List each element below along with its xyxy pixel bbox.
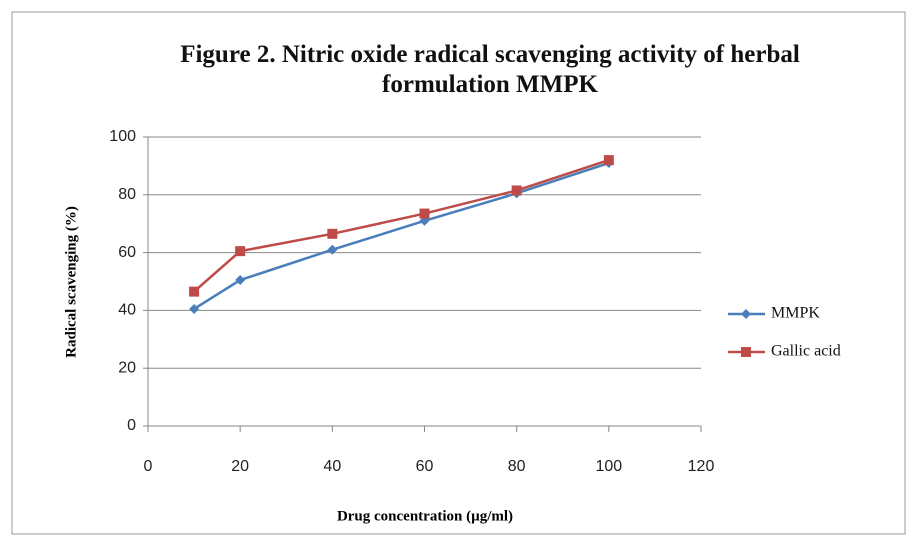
x-axis-label: Drug concentration (µg/ml)	[337, 508, 513, 524]
y-tick-label: 60	[118, 244, 136, 261]
x-tick-label: 20	[231, 458, 249, 475]
legend-label: Gallic acid	[771, 343, 841, 360]
series-line	[193, 158, 610, 293]
marker	[511, 185, 522, 196]
marker	[419, 208, 430, 219]
marker	[235, 275, 246, 286]
y-tick-label: 40	[118, 302, 136, 319]
y-tick-label: 80	[118, 186, 136, 203]
x-tick-label: 60	[416, 458, 434, 475]
chart-title: Figure 2. Nitric oxide radical scavengin…	[180, 41, 800, 98]
legend-label: MMPK	[771, 305, 820, 322]
marker	[327, 228, 338, 239]
y-tick-label: 20	[118, 359, 136, 376]
marker	[189, 303, 200, 314]
x-tick-label: 100	[595, 458, 622, 475]
y-axis-label: Radical scavenging (%)	[63, 206, 79, 358]
x-tick-label: 0	[144, 458, 153, 475]
x-tick-label: 40	[323, 458, 341, 475]
series-line	[193, 161, 610, 311]
x-tick-label: 120	[688, 458, 715, 475]
marker	[189, 286, 200, 297]
y-tick-label: 100	[109, 128, 136, 145]
legend-marker	[741, 347, 751, 357]
chart-border	[11, 11, 906, 535]
y-tick-label: 0	[127, 417, 136, 434]
legend-marker	[741, 309, 751, 319]
marker	[603, 155, 614, 166]
marker	[235, 246, 246, 257]
x-tick-label: 80	[508, 458, 526, 475]
marker	[327, 244, 338, 255]
